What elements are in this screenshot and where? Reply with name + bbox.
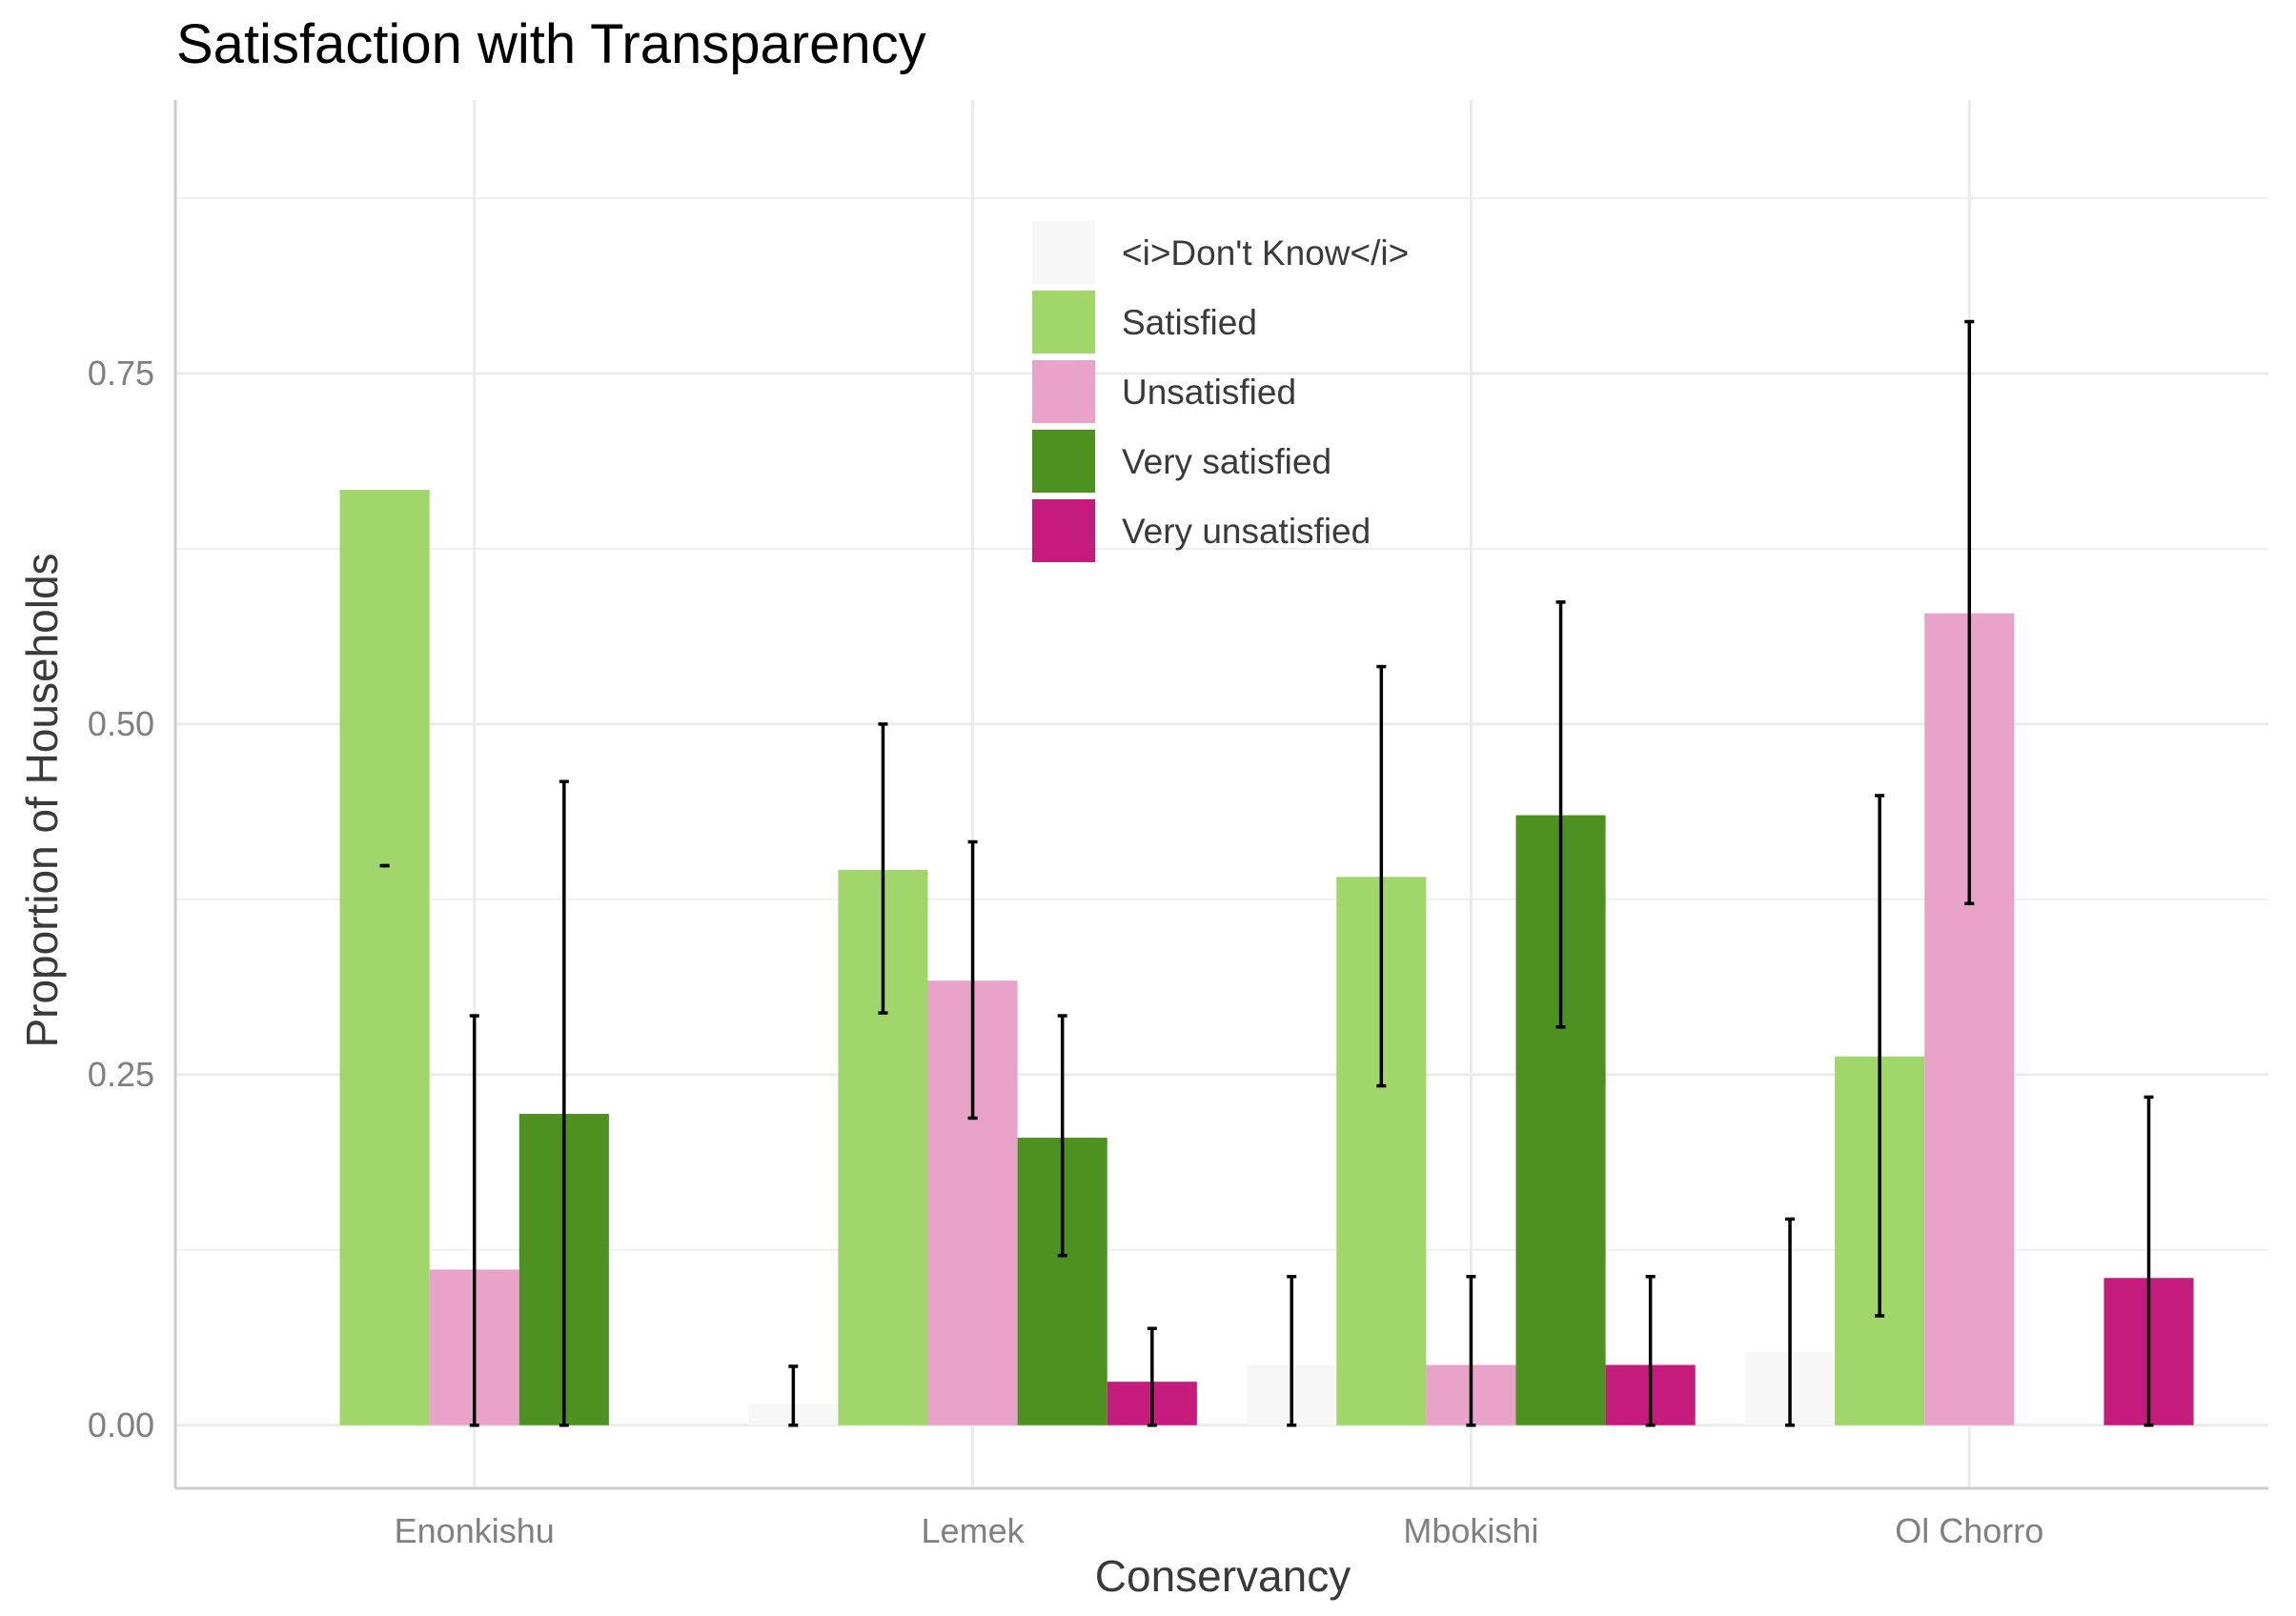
legend-label: Very unsatisfied [1122,512,1371,551]
axes [173,100,2268,1490]
legend-label: Satisfied [1122,303,1257,342]
y-tick-label: 0.25 [88,1055,154,1094]
y-axis-title: Proportion of Households [17,553,67,1047]
legend-key [1032,430,1095,493]
tick-labels: 0.00 0.25 0.50 0.75 Enonkishu Lemek Mbokishi Ol… [88,354,2043,1550]
legend-label: Very satisfied [1122,442,1331,481]
x-tick-label: Lemek [922,1511,1026,1550]
legend: <i>Don't Know</i> Satisfied Unsatisfied Ver… [1032,221,1409,562]
x-tick-label: Mbokishi [1403,1511,1538,1550]
y-tick-label: 0.75 [88,354,154,393]
legend-label: Unsatisfied [1122,373,1296,412]
legend-key [1032,499,1095,562]
error-bars [379,319,2154,1427]
legend-label: <i>Don't Know</i> [1122,233,1409,273]
bars [339,490,2194,1425]
x-tick-label: Ol Chorro [1895,1511,2043,1550]
legend-key [1032,221,1095,284]
x-axis-title: Conservancy [1095,1551,1351,1601]
chart-title: Satisfaction with Transparency [176,13,926,75]
x-tick-label: Enonkishu [395,1511,555,1550]
bar [339,490,430,1425]
y-tick-label: 0.50 [88,704,154,743]
y-tick-label: 0.00 [88,1405,154,1444]
legend-key [1032,291,1095,354]
legend-key [1032,360,1095,423]
